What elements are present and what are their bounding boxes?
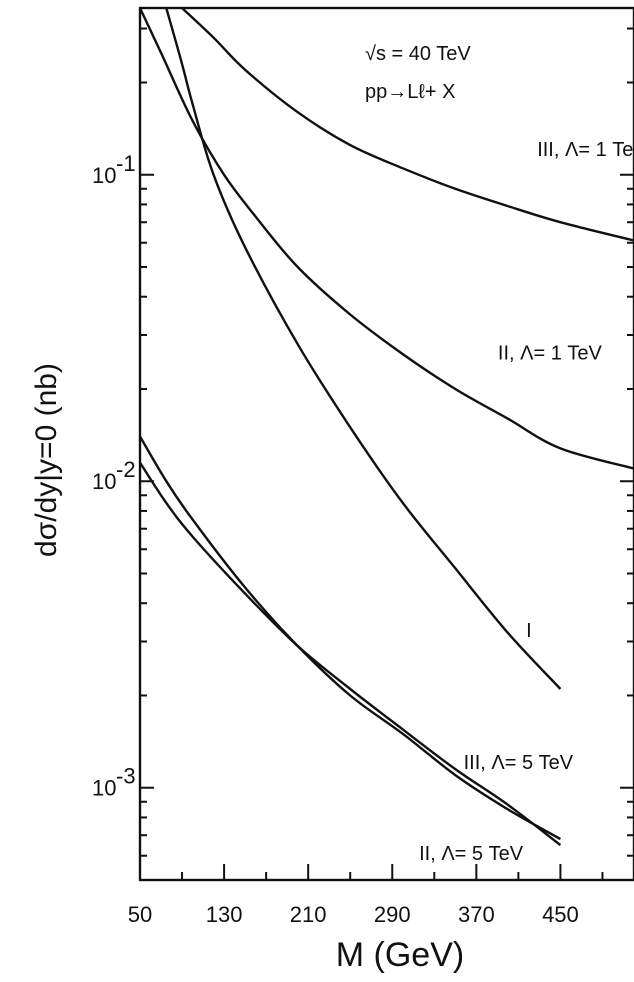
curve-label-4: II, Λ= 5 TeV bbox=[419, 843, 524, 865]
y-tick-label: 10 bbox=[92, 469, 116, 494]
curves bbox=[140, 8, 634, 847]
energy-annotation: √s = 40 TeV bbox=[365, 43, 471, 65]
curve-label-0: III, Λ= 1 TeV bbox=[537, 139, 634, 161]
series-line-1 bbox=[140, 8, 634, 470]
x-tick-label: 450 bbox=[542, 902, 579, 927]
series-line-0 bbox=[181, 8, 634, 242]
x-tick-label: 50 bbox=[128, 902, 152, 927]
process-annotation: pp→Lℓ+ X bbox=[365, 81, 455, 103]
y-tick-label: 10 bbox=[92, 163, 116, 188]
series-line-3 bbox=[140, 435, 561, 841]
y-tick-exponent: -1 bbox=[116, 151, 136, 176]
curve-label-3: III, Λ= 5 TeV bbox=[464, 752, 574, 774]
curve-labels: III, Λ= 1 TeV II, Λ= 1 TeV I III, Λ= 5 TeV I… bbox=[419, 139, 634, 865]
x-tick-label: 370 bbox=[458, 902, 495, 927]
series-line-4 bbox=[140, 461, 562, 847]
curve-label-1: II, Λ= 1 TeV bbox=[498, 342, 603, 364]
y-axis-label: dσ/dy|y=0 (nb) bbox=[30, 363, 63, 557]
y-tick-exponent: -3 bbox=[116, 764, 136, 789]
y-tick-exponent: -2 bbox=[116, 457, 136, 482]
x-tick-label: 210 bbox=[290, 902, 327, 927]
plot-frame bbox=[138, 6, 634, 882]
x-axis-label: M (GeV) bbox=[336, 936, 464, 974]
y-tick-label: 10 bbox=[92, 776, 116, 801]
series-line-2 bbox=[165, 8, 562, 690]
x-tick-label: 290 bbox=[374, 902, 411, 927]
y-axis-ticks: 10-310-210-1 bbox=[92, 27, 634, 881]
curve-label-2: I bbox=[526, 620, 532, 642]
x-tick-label: 130 bbox=[206, 902, 243, 927]
x-axis-ticks: 50 130 210 290 370 450 bbox=[128, 864, 604, 927]
